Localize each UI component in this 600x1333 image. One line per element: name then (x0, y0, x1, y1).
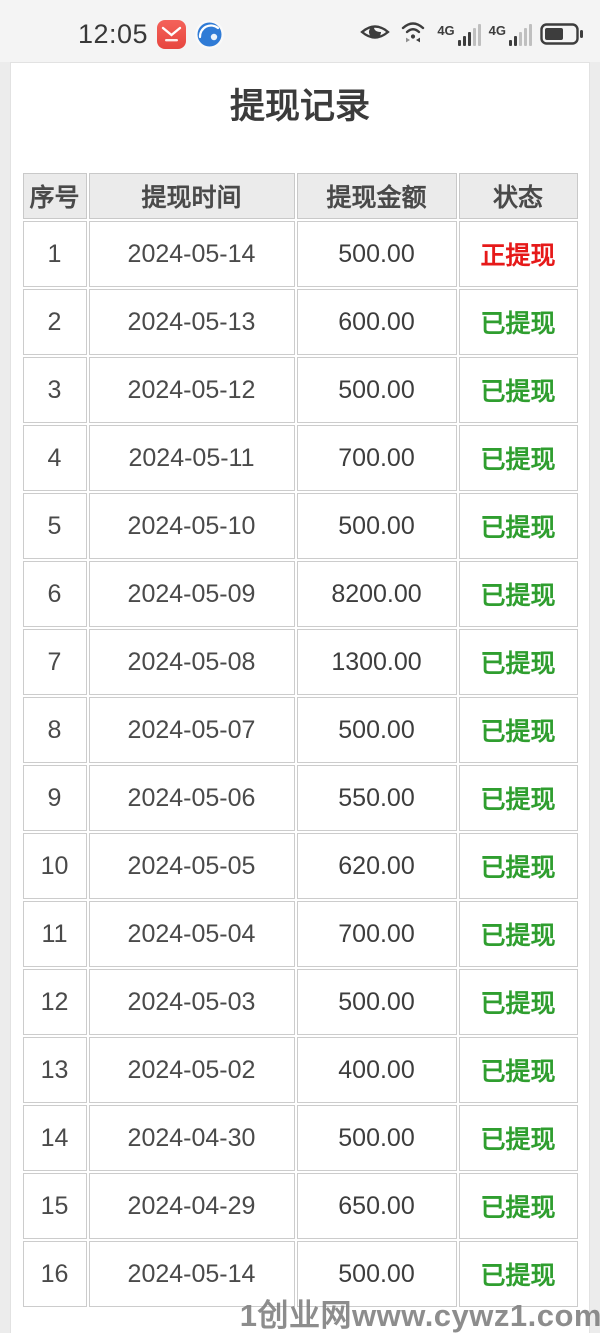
cell-withdraw-date: 2024-05-02 (88, 1037, 295, 1103)
cell-withdraw-amount: 700.00 (296, 901, 457, 967)
cell-index: 12 (22, 969, 87, 1035)
cell-withdraw-amount: 1300.00 (296, 629, 457, 695)
cell-withdraw-amount: 500.00 (296, 1241, 457, 1307)
header-status: 状态 (458, 173, 578, 219)
cell-index: 8 (22, 697, 87, 763)
cell-withdraw-date: 2024-05-07 (88, 697, 295, 763)
signal-4g-sim2: 4G (489, 22, 532, 46)
cell-index: 11 (22, 901, 87, 967)
signal-4g-sim1: 4G (437, 22, 481, 46)
status-badge: 已提现 (458, 1241, 578, 1307)
table-row: 5 2024-05-10 500.00 已提现 (22, 493, 578, 559)
cell-index: 2 (22, 289, 87, 355)
cell-withdraw-amount: 600.00 (296, 289, 457, 355)
cell-index: 5 (22, 493, 87, 559)
status-badge: 已提现 (458, 1173, 578, 1239)
table-row: 9 2024-05-06 550.00 已提现 (22, 765, 578, 831)
cell-withdraw-date: 2024-05-12 (88, 357, 295, 423)
cell-withdraw-amount: 500.00 (296, 493, 457, 559)
cell-withdraw-amount: 500.00 (296, 969, 457, 1035)
table-row: 10 2024-05-05 620.00 已提现 (22, 833, 578, 899)
browser-app-icon (195, 19, 225, 49)
cell-withdraw-amount: 500.00 (296, 357, 457, 423)
cell-withdraw-date: 2024-05-06 (88, 765, 295, 831)
table-row: 6 2024-05-09 8200.00 已提现 (22, 561, 578, 627)
table-row: 4 2024-05-11 700.00 已提现 (22, 425, 578, 491)
status-badge: 已提现 (458, 833, 578, 899)
cell-withdraw-date: 2024-05-05 (88, 833, 295, 899)
table-row: 16 2024-05-14 500.00 已提现 (22, 1241, 578, 1307)
cell-withdraw-date: 2024-05-03 (88, 969, 295, 1035)
battery-icon (540, 22, 584, 46)
table-row: 12 2024-05-03 500.00 已提现 (22, 969, 578, 1035)
cell-index: 6 (22, 561, 87, 627)
status-badge: 已提现 (458, 561, 578, 627)
cell-index: 14 (22, 1105, 87, 1171)
cell-index: 9 (22, 765, 87, 831)
table-row: 14 2024-04-30 500.00 已提现 (22, 1105, 578, 1171)
status-badge: 正提现 (458, 221, 578, 287)
status-badge: 已提现 (458, 289, 578, 355)
status-bar: 12:05 (0, 0, 600, 62)
table-body: 1 2024-05-14 500.00 正提现 2 2024-05-13 600… (22, 221, 578, 1307)
table-row: 13 2024-05-02 400.00 已提现 (22, 1037, 578, 1103)
status-badge: 已提现 (458, 697, 578, 763)
cell-withdraw-amount: 700.00 (296, 425, 457, 491)
cell-index: 13 (22, 1037, 87, 1103)
status-badge: 已提现 (458, 357, 578, 423)
cell-index: 16 (22, 1241, 87, 1307)
status-badge: 已提现 (458, 969, 578, 1035)
cell-index: 3 (22, 357, 87, 423)
status-badge: 已提现 (458, 629, 578, 695)
cell-index: 4 (22, 425, 87, 491)
withdrawal-records-table: 序号 提现时间 提现金额 状态 1 2024-05-14 500.00 正提现 … (21, 171, 580, 1309)
status-badge: 已提现 (458, 1037, 578, 1103)
cell-index: 15 (22, 1173, 87, 1239)
table-row: 7 2024-05-08 1300.00 已提现 (22, 629, 578, 695)
cell-withdraw-date: 2024-04-30 (88, 1105, 295, 1171)
cell-withdraw-date: 2024-05-10 (88, 493, 295, 559)
cell-index: 7 (22, 629, 87, 695)
eye-protection-icon (359, 20, 391, 49)
table-row: 2 2024-05-13 600.00 已提现 (22, 289, 578, 355)
status-badge: 已提现 (458, 425, 578, 491)
table-row: 1 2024-05-14 500.00 正提现 (22, 221, 578, 287)
table-row: 11 2024-05-04 700.00 已提现 (22, 901, 578, 967)
cell-withdraw-amount: 650.00 (296, 1173, 457, 1239)
header-withdraw-amount: 提现金额 (296, 173, 457, 219)
cell-withdraw-amount: 8200.00 (296, 561, 457, 627)
cell-withdraw-date: 2024-05-11 (88, 425, 295, 491)
status-badge: 已提现 (458, 765, 578, 831)
cell-withdraw-date: 2024-05-04 (88, 901, 295, 967)
mail-app-icon (157, 19, 187, 49)
status-badge: 已提现 (458, 901, 578, 967)
cell-withdraw-amount: 500.00 (296, 697, 457, 763)
cell-withdraw-amount: 550.00 (296, 765, 457, 831)
header-index: 序号 (22, 173, 87, 219)
cell-withdraw-date: 2024-05-13 (88, 289, 295, 355)
cell-withdraw-amount: 500.00 (296, 1105, 457, 1171)
table-row: 15 2024-04-29 650.00 已提现 (22, 1173, 578, 1239)
table-row: 3 2024-05-12 500.00 已提现 (22, 357, 578, 423)
cell-index: 10 (22, 833, 87, 899)
clock-time: 12:05 (78, 18, 149, 49)
header-withdraw-time: 提现时间 (88, 173, 295, 219)
table-header-row: 序号 提现时间 提现金额 状态 (22, 173, 578, 219)
cell-withdraw-amount: 620.00 (296, 833, 457, 899)
cell-withdraw-amount: 400.00 (296, 1037, 457, 1103)
cell-withdraw-date: 2024-05-14 (88, 221, 295, 287)
content-card: 提现记录 序号 提现时间 提现金额 状态 1 2024-05-14 500.00… (10, 62, 590, 1333)
cell-withdraw-date: 2024-05-09 (88, 561, 295, 627)
table-row: 8 2024-05-07 500.00 已提现 (22, 697, 578, 763)
wifi-icon (399, 19, 429, 50)
site-watermark: 1创业网www.cywz1.com (239, 1297, 600, 1333)
page-title: 提现记录 (229, 87, 370, 126)
cell-withdraw-date: 2024-05-14 (88, 1241, 295, 1307)
status-badge: 已提现 (458, 1105, 578, 1171)
cell-withdraw-amount: 500.00 (296, 221, 457, 287)
cell-withdraw-date: 2024-05-08 (88, 629, 295, 695)
cell-withdraw-date: 2024-04-29 (88, 1173, 295, 1239)
cell-index: 1 (22, 221, 87, 287)
status-badge: 已提现 (458, 493, 578, 559)
